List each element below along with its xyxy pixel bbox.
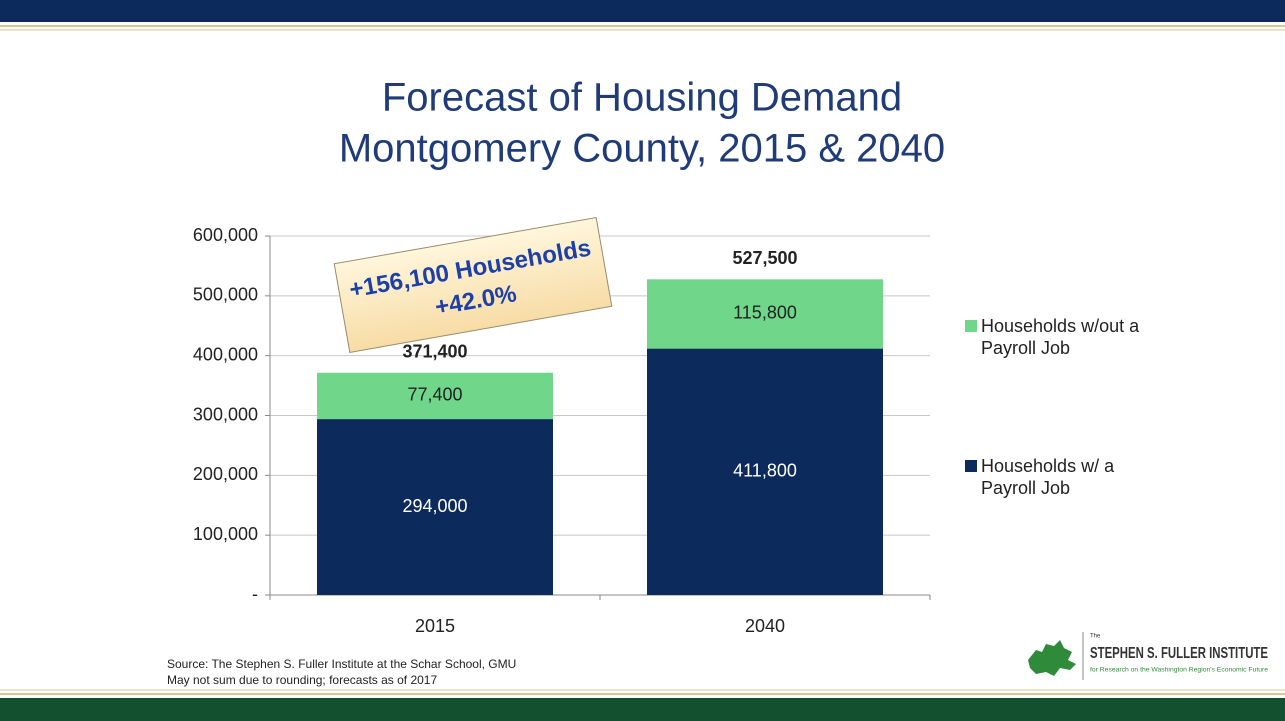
- annotation: +156,100 Households+42.0%: [333, 217, 613, 353]
- legend-swatch: [965, 320, 977, 332]
- y-tick-label: 200,000: [193, 464, 258, 484]
- bar-segment: [317, 372, 553, 420]
- bar-segment: [647, 279, 883, 349]
- top-bar: [0, 0, 1285, 22]
- y-tick-label: 600,000: [193, 225, 258, 245]
- x-tick-label: 2015: [415, 616, 455, 636]
- logo: The STEPHEN S. FULLER INSTITUTE for Rese…: [1028, 632, 1269, 680]
- logo-tagline: for Research on the Washington Region's …: [1090, 668, 1269, 674]
- total-label: 371,400: [402, 342, 467, 362]
- total-label: 527,500: [732, 248, 797, 268]
- logo-icon: [1028, 640, 1076, 676]
- legend-label: Households w/out a Payroll Job: [981, 316, 1140, 358]
- source-note: May not sum due to rounding; forecasts a…: [167, 673, 438, 687]
- annotation-box: [333, 217, 613, 353]
- y-tick-label: -: [252, 584, 258, 604]
- y-tick-label: 100,000: [193, 524, 258, 544]
- legend-item: Households w/out a Payroll Job: [965, 315, 1156, 359]
- logo-small: The: [1090, 634, 1101, 640]
- y-tick-label: 400,000: [193, 344, 258, 364]
- value-label: 115,800: [733, 303, 797, 323]
- bottom-bar: [0, 698, 1285, 721]
- source-note: Source: The Stephen S. Fuller Institute …: [167, 657, 517, 671]
- chart-subtitle: Montgomery County, 2015 & 2040: [339, 127, 945, 171]
- bar-segment: [647, 348, 883, 595]
- y-tick-label: 300,000: [193, 404, 258, 424]
- x-tick-label: 2040: [745, 616, 785, 636]
- value-label: 411,800: [733, 461, 797, 481]
- value-label: 77,400: [407, 385, 462, 405]
- legend-swatch: [965, 460, 977, 472]
- legend-label: Households w/ a Payroll Job: [981, 456, 1115, 498]
- y-tick-label: 500,000: [193, 285, 258, 305]
- logo-name: STEPHEN S. FULLER INSTITUTE: [1090, 645, 1268, 662]
- legend-item: Households w/ a Payroll Job: [965, 455, 1156, 499]
- chart-title: Forecast of Housing Demand: [382, 76, 902, 120]
- value-label: 294,000: [402, 496, 467, 516]
- bar-segment: [317, 419, 553, 595]
